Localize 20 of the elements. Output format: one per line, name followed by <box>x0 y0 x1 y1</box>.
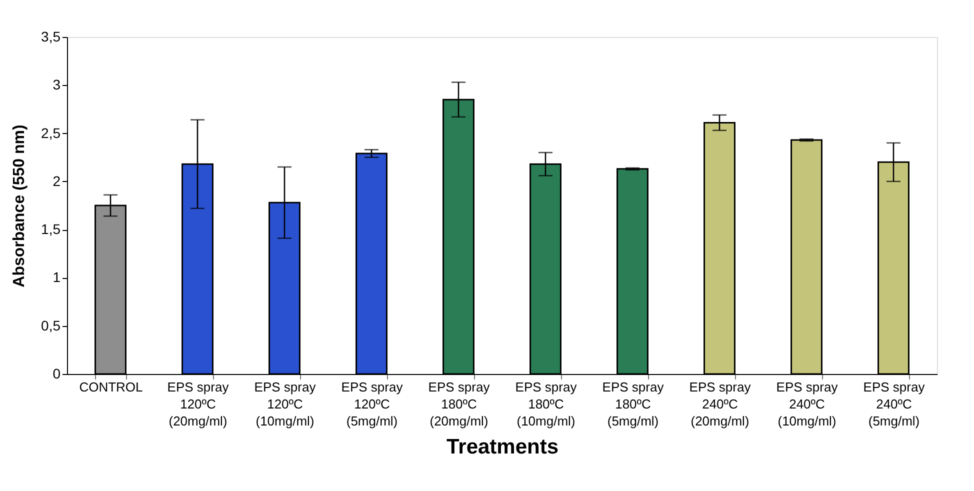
y-tick-label: 2,5 <box>41 124 61 141</box>
x-tick-label: EPS spray 180ºC (10mg/ml) <box>515 380 578 428</box>
y-tick-label: 1,5 <box>41 221 61 238</box>
x-tick-label: EPS spray 120ºC (10mg/ml) <box>254 380 316 428</box>
x-tick-label: EPS spray 180ºC (5mg/ml) <box>602 380 664 428</box>
x-tick-label: EPS spray 240ºC (10mg/ml) <box>776 380 838 428</box>
y-axis-title: Absorbance (550 nm) <box>11 124 28 288</box>
x-tick-label: EPS spray 120ºC (20mg/ml) <box>167 380 230 428</box>
y-tick-label: 3,5 <box>41 28 61 44</box>
x-tick-label: EPS spray 180ºC (20mg/ml) <box>428 380 490 428</box>
y-tick-label: 2 <box>52 172 61 189</box>
x-axis-title: Treatments <box>446 436 559 458</box>
x-tick-label: EPS spray 240ºC (5mg/ml) <box>863 380 926 428</box>
y-tick-label: 0 <box>52 366 61 382</box>
y-tick-label: 1 <box>52 269 61 286</box>
x-tick-label: EPS spray 120ºC (5mg/ml) <box>341 380 404 428</box>
x-tick-label: EPS spray 240ºC (20mg/ml) <box>689 380 752 428</box>
y-tick-label: 3 <box>52 76 61 93</box>
y-tick-label: 0,5 <box>41 317 61 334</box>
x-tick-label: CONTROL <box>79 380 143 394</box>
